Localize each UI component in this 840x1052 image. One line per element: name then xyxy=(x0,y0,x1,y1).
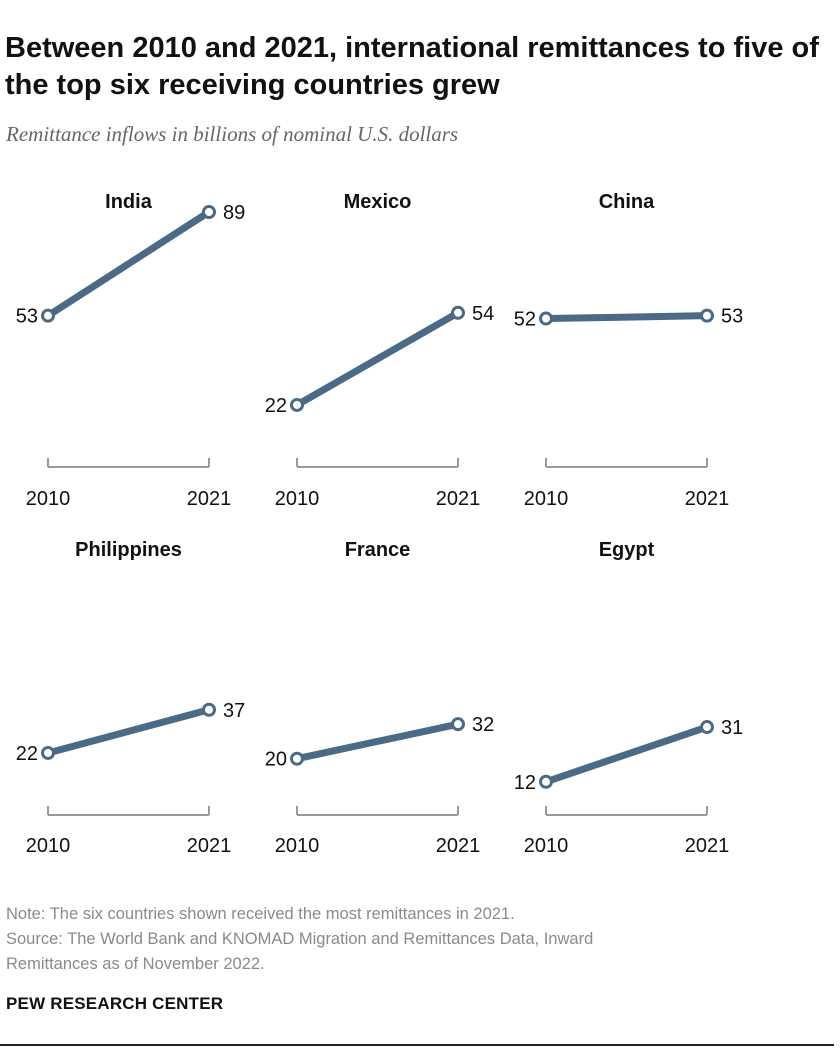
x-tick-label: 2021 xyxy=(685,835,730,857)
x-tick-label: 2010 xyxy=(26,835,71,857)
series-line xyxy=(44,706,213,757)
data-label-2010: 53 xyxy=(16,306,38,328)
data-point xyxy=(700,720,714,735)
bottom-rule xyxy=(0,1044,834,1046)
x-tick-label: 2021 xyxy=(187,835,232,857)
series-line xyxy=(542,723,711,786)
data-point xyxy=(539,774,553,789)
panel-title: Philippines xyxy=(75,539,182,561)
x-tick-label: 2010 xyxy=(524,488,569,510)
data-point xyxy=(290,397,304,412)
data-label-2010: 22 xyxy=(265,395,287,417)
data-label-2021: 31 xyxy=(721,717,743,739)
data-point xyxy=(451,717,465,732)
x-tick-label: 2010 xyxy=(26,488,71,510)
data-point xyxy=(41,308,55,323)
panel-title: China xyxy=(599,191,655,213)
x-tick-label: 2010 xyxy=(524,835,569,857)
footnote: Note: The six countries shown received t… xyxy=(6,902,806,977)
series-line xyxy=(44,208,213,320)
data-point xyxy=(202,702,216,717)
chart-title: Between 2010 and 2021, international rem… xyxy=(5,32,819,101)
data-point xyxy=(700,308,714,323)
data-label-2021: 54 xyxy=(472,303,494,325)
panel-title: Mexico xyxy=(344,191,412,213)
x-tick-label: 2010 xyxy=(275,835,320,857)
x-tick-label: 2010 xyxy=(275,488,320,510)
panel-title: India xyxy=(105,191,153,213)
data-label-2010: 52 xyxy=(514,309,536,331)
x-tick-label: 2021 xyxy=(436,835,481,857)
series-line xyxy=(293,720,462,763)
data-label-2010: 20 xyxy=(265,749,287,771)
data-point xyxy=(290,751,304,766)
data-label-2010: 12 xyxy=(514,772,536,794)
x-tick-label: 2021 xyxy=(685,488,730,510)
data-label-2021: 53 xyxy=(721,306,743,328)
x-tick-label: 2021 xyxy=(436,488,481,510)
data-label-2010: 22 xyxy=(16,743,38,765)
note-text: Note: The six countries shown received t… xyxy=(6,905,515,923)
source-text-line-1: Source: The World Bank and KNOMAD Migrat… xyxy=(6,930,594,948)
data-label-2021: 37 xyxy=(223,700,245,722)
source-text-line-2: Remittances as of November 2022. xyxy=(6,955,265,973)
chart-panel-china: China 2010 2021 52 53 xyxy=(514,191,744,510)
x-tick-label: 2021 xyxy=(187,488,232,510)
chart-panel-india: India 2010 2021 53 89 xyxy=(16,191,246,510)
chart-panel-egypt: Egypt 2010 2021 12 31 xyxy=(514,539,744,857)
data-point xyxy=(202,205,216,219)
chart-subtitle: Remittance inflows in billions of nomina… xyxy=(6,122,459,146)
chart-panel-philippines: Philippines 2010 2021 22 37 xyxy=(16,539,246,857)
panel-title: Egypt xyxy=(599,539,655,561)
data-label-2021: 89 xyxy=(223,202,245,224)
data-point xyxy=(41,745,55,760)
data-point xyxy=(451,305,465,320)
panel-title: France xyxy=(345,539,411,561)
data-point xyxy=(539,311,553,326)
data-label-2021: 32 xyxy=(472,714,494,736)
series-line xyxy=(293,309,462,409)
series-line xyxy=(542,312,711,323)
brand-name: PEW RESEARCH CENTER xyxy=(6,994,224,1013)
chart-panel-mexico: Mexico 2010 2021 22 54 xyxy=(265,191,495,510)
